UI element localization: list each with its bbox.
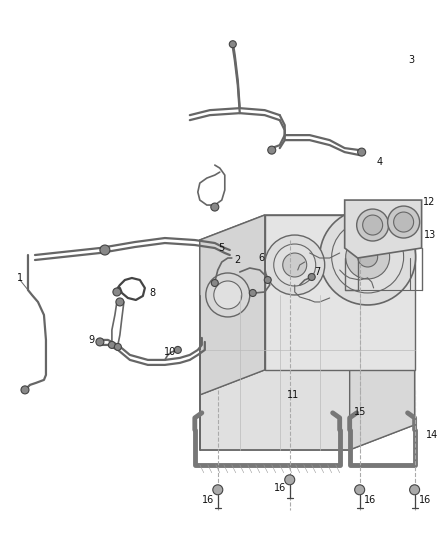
Circle shape — [211, 203, 219, 211]
Polygon shape — [200, 215, 415, 295]
Circle shape — [96, 338, 104, 346]
Text: 10: 10 — [164, 347, 176, 357]
Circle shape — [283, 253, 307, 277]
Polygon shape — [200, 215, 265, 395]
Text: 4: 4 — [377, 157, 383, 167]
Text: 16: 16 — [274, 483, 286, 493]
Circle shape — [229, 41, 236, 48]
Circle shape — [268, 146, 276, 154]
Text: 6: 6 — [259, 253, 265, 263]
Circle shape — [174, 346, 181, 353]
Circle shape — [410, 485, 420, 495]
Circle shape — [357, 209, 389, 241]
Circle shape — [206, 273, 250, 317]
Text: 11: 11 — [286, 390, 299, 400]
Circle shape — [363, 215, 383, 235]
Polygon shape — [200, 295, 350, 450]
Polygon shape — [350, 270, 415, 450]
Text: 16: 16 — [418, 495, 431, 505]
Text: 12: 12 — [424, 197, 436, 207]
Text: 5: 5 — [219, 243, 225, 253]
Circle shape — [358, 247, 378, 267]
Circle shape — [214, 281, 242, 309]
Circle shape — [358, 148, 366, 156]
Circle shape — [116, 298, 124, 306]
Text: 16: 16 — [364, 495, 376, 505]
Text: 2: 2 — [235, 255, 241, 265]
Polygon shape — [345, 200, 422, 258]
Text: 7: 7 — [314, 267, 321, 277]
Text: 15: 15 — [353, 407, 366, 417]
Circle shape — [213, 485, 223, 495]
Polygon shape — [200, 370, 415, 450]
Circle shape — [332, 221, 404, 293]
Text: 1: 1 — [17, 273, 23, 283]
Circle shape — [394, 212, 413, 232]
Circle shape — [320, 209, 416, 305]
Circle shape — [346, 235, 390, 279]
Circle shape — [388, 206, 420, 238]
Circle shape — [113, 288, 121, 296]
Circle shape — [249, 289, 256, 296]
Circle shape — [274, 244, 316, 286]
Circle shape — [114, 343, 121, 350]
Circle shape — [108, 342, 115, 349]
Circle shape — [211, 279, 218, 286]
Text: 3: 3 — [409, 55, 415, 65]
Text: 16: 16 — [201, 495, 214, 505]
Circle shape — [264, 277, 271, 284]
Text: 8: 8 — [150, 288, 156, 298]
Text: 9: 9 — [89, 335, 95, 345]
Text: 14: 14 — [425, 430, 438, 440]
Circle shape — [285, 475, 295, 485]
Circle shape — [21, 386, 29, 394]
Circle shape — [265, 235, 325, 295]
Circle shape — [355, 485, 365, 495]
Circle shape — [100, 245, 110, 255]
Text: 13: 13 — [424, 230, 436, 240]
Polygon shape — [265, 215, 415, 370]
Circle shape — [308, 273, 315, 280]
